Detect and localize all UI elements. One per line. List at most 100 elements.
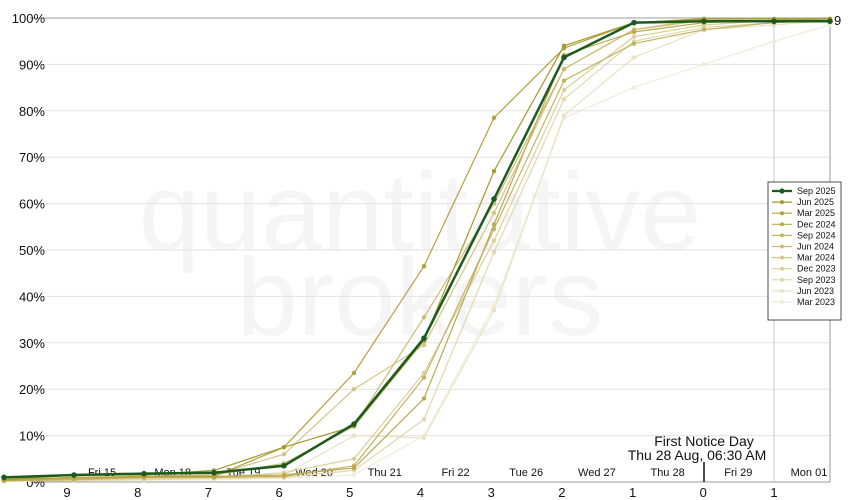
data-point (421, 315, 427, 320)
y-tick-label: 50% (19, 243, 45, 258)
watermark-line2: brokers (237, 236, 604, 359)
day-label: Fri 29 (724, 467, 752, 479)
series-sep-2025 (1, 18, 833, 481)
x-tick-label: 7 (205, 485, 212, 500)
day-label: Thu 21 (368, 467, 402, 479)
data-point (827, 18, 833, 25)
legend-swatch-marker (780, 288, 784, 293)
x-tick-label: 3 (488, 485, 495, 500)
data-point (631, 29, 637, 35)
y-tick-label: 20% (19, 382, 45, 397)
data-point (561, 97, 567, 102)
x-tick-label: 6 (275, 485, 282, 500)
x-tick-label: 5 (346, 485, 353, 500)
data-point (141, 470, 147, 477)
data-point (491, 196, 497, 202)
legend-entry: Sep 2025 (772, 186, 836, 196)
legend-label: Mar 2023 (797, 297, 835, 307)
data-point (631, 41, 637, 46)
legend-swatch-marker (780, 233, 784, 238)
legend-label: Sep 2023 (797, 275, 836, 285)
data-point (771, 18, 777, 25)
data-point (281, 445, 287, 450)
legend-swatch-marker (780, 222, 784, 227)
gridlines (30, 17, 831, 483)
data-point (351, 421, 357, 427)
legend-label: Mar 2025 (797, 208, 835, 218)
legend-label: Sep 2024 (797, 230, 836, 240)
legend-entry: Dec 2023 (772, 264, 836, 274)
legend-entry: Mar 2023 (772, 297, 835, 307)
end-label: 9 (834, 13, 841, 28)
legend-entry: Jun 2024 (772, 242, 834, 252)
data-point (561, 54, 567, 61)
y-tick-label: 100% (12, 11, 46, 26)
legend-swatch-marker (780, 200, 784, 205)
legend-swatch-marker (780, 277, 784, 282)
data-point (1, 474, 7, 481)
first-notice-title: First Notice Day (654, 433, 754, 449)
y-tick-label: 90% (19, 57, 45, 72)
legend-swatch-marker (780, 211, 784, 216)
data-point (421, 264, 427, 269)
y-axis: 0%10%20%30%40%50%60%70%80%90%100% (12, 11, 46, 490)
y-tick-label: 60% (19, 197, 45, 212)
legend-label: Jun 2025 (797, 197, 834, 207)
x-tick-label: 1 (629, 485, 636, 500)
legend-entry: Mar 2024 (772, 253, 835, 263)
data-point (421, 417, 427, 422)
y-tick-label: 80% (19, 104, 45, 119)
legend-label: Dec 2024 (797, 219, 836, 229)
data-point (827, 22, 833, 28)
data-point (421, 396, 427, 401)
x-tick-label: 8 (134, 485, 141, 500)
data-point (351, 465, 357, 471)
first-notice-datetime: Thu 28 Aug, 06:30 AM (628, 447, 767, 463)
data-point (281, 462, 287, 469)
data-point (351, 472, 357, 478)
data-point (561, 43, 567, 49)
data-point (771, 39, 777, 44)
legend-entry: Mar 2025 (772, 208, 835, 218)
day-label: Thu 28 (650, 467, 684, 479)
day-label: Fri 22 (441, 467, 469, 479)
data-point (491, 250, 497, 255)
legend-label: Dec 2023 (797, 264, 836, 274)
data-point (491, 115, 497, 120)
series-lines (1, 16, 833, 484)
data-point (351, 387, 357, 392)
data-point (421, 335, 427, 341)
data-point (351, 433, 357, 438)
legend-entry: Dec 2024 (772, 219, 836, 229)
data-point (631, 34, 637, 39)
y-tick-label: 40% (19, 289, 45, 304)
x-tick-label: 9 (63, 485, 70, 500)
day-label: Wed 27 (578, 467, 616, 479)
legend-entry: Sep 2023 (772, 275, 836, 285)
legend-swatch-marker (780, 244, 784, 249)
day-label: Tue 26 (509, 467, 543, 479)
legend-swatch-marker (780, 266, 784, 271)
data-point (631, 19, 637, 26)
legend-entry: Jun 2025 (772, 197, 834, 207)
data-point (561, 66, 567, 72)
y-tick-label: 10% (19, 429, 45, 444)
data-point (491, 222, 497, 227)
legend-label: Jun 2023 (797, 286, 834, 296)
data-point (281, 451, 287, 457)
legend-label: Mar 2024 (797, 253, 835, 263)
legend-swatch-marker (779, 188, 785, 194)
y-tick-label: 30% (19, 336, 45, 351)
legend-entry: Sep 2024 (772, 230, 836, 240)
data-point (421, 435, 427, 441)
data-point (491, 238, 497, 243)
x-tick-label: 0 (700, 485, 707, 500)
data-point (491, 210, 497, 216)
data-point (211, 469, 217, 476)
data-point (351, 370, 357, 376)
data-point (631, 55, 637, 60)
data-point (71, 472, 77, 478)
legend-swatch-marker (780, 255, 784, 260)
legend-entry: Jun 2023 (772, 286, 834, 296)
